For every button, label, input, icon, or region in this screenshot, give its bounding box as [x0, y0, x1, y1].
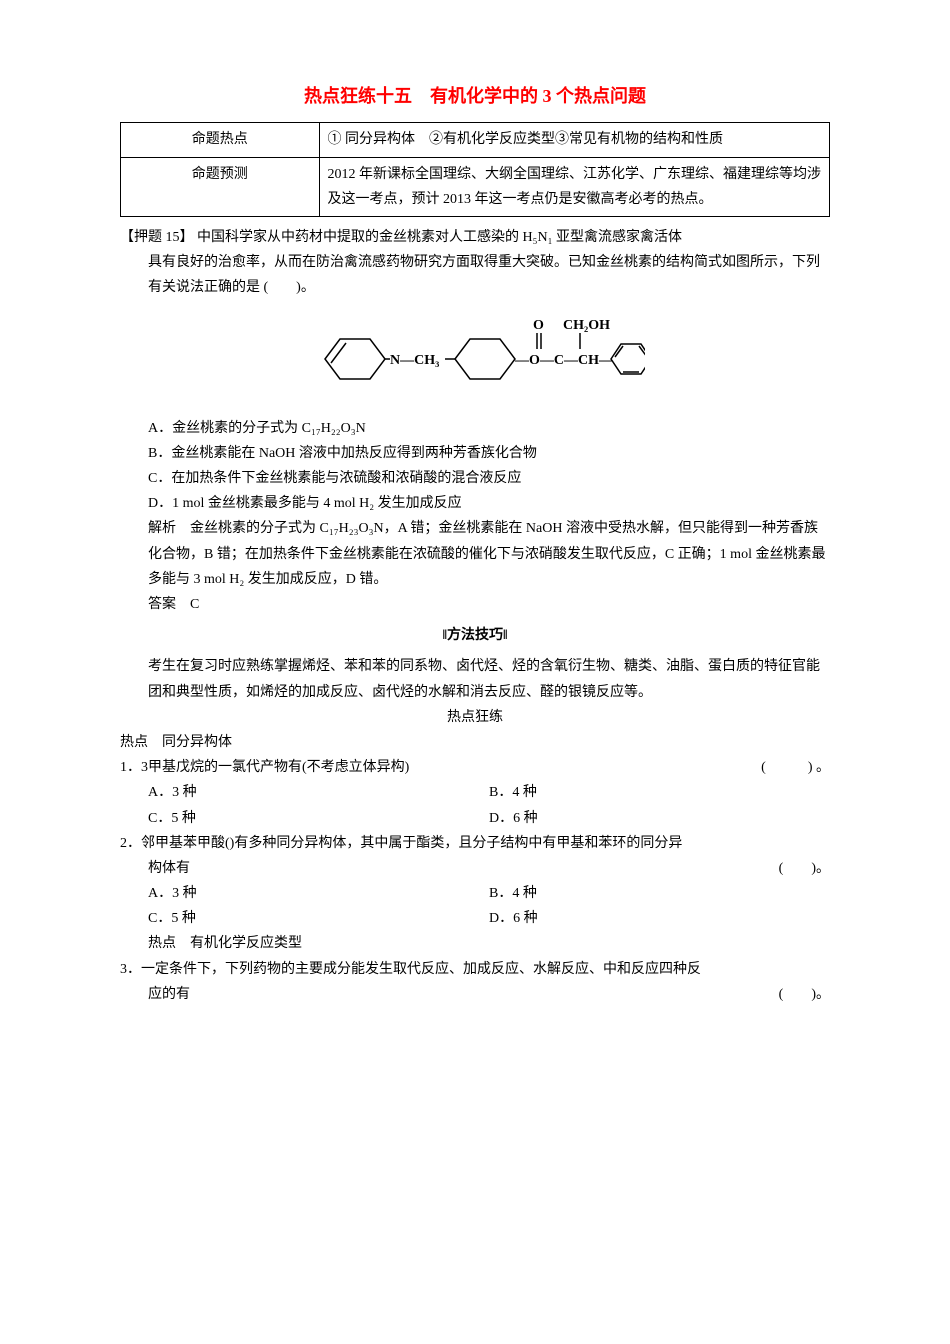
q3-stem: 3．一定条件下，下列药物的主要成分能发生取代反应、加成反应、水解反应、中和反应四…	[120, 957, 830, 982]
info-table: 命题热点 ① 同分异构体 ②有机化学反应类型③常见有机物的结构和性质 命题预测 …	[120, 122, 830, 217]
q1-opt-a: A．3 种	[148, 780, 489, 805]
q2-stem: 2．邻甲基苯甲酸()有多种同分异构体，其中属于酯类，且分子结构中有甲基和苯环的同…	[120, 831, 830, 856]
q2-opt-c: C．5 种	[148, 906, 489, 931]
structural-formula: N—CH₃ O CH₂OH —O—C—CH—	[120, 309, 830, 408]
q1-opt-d: D．6 种	[489, 806, 830, 831]
svg-text:—O—C—CH—: —O—C—CH—	[514, 353, 614, 368]
q3-paren: ( )。	[779, 982, 830, 1007]
q1-opt-c: C．5 种	[148, 806, 489, 831]
table-row: 命题热点 ① 同分异构体 ②有机化学反应类型③常见有机物的结构和性质	[121, 123, 830, 157]
q3-stem2: 应的有	[148, 987, 190, 1002]
q1-paren: ( ) 。	[761, 755, 830, 780]
q15-answer: 答案 C	[148, 592, 830, 617]
q15-opt-b: B．金丝桃素能在 NaOH 溶液中加热反应得到两种芳香族化合物	[148, 441, 830, 466]
q2-paren: ( )。	[779, 856, 830, 881]
q15-opt-c: C．在加热条件下金丝桃素能与浓硫酸和浓硝酸的混合液反应	[148, 466, 830, 491]
q15-stem-line1: 【押题 15】 中国科学家从中药材中提取的金丝桃素对人工感染的 H₅N₁ 亚型禽…	[120, 225, 830, 250]
row-label: 命题热点	[121, 123, 320, 157]
svg-text:O: O	[533, 318, 544, 333]
q15-explanation: 解析 金丝桃素的分子式为 C₁₇H₂₃O₃N，A 错；金丝桃素能在 NaOH 溶…	[148, 516, 830, 592]
practice-title: 热点狂练	[120, 705, 830, 730]
q2-opt-d: D．6 种	[489, 906, 830, 931]
hotspot-1: 热点 同分异构体	[120, 730, 830, 755]
row-label: 命题预测	[121, 157, 320, 216]
row-text: 2012 年新课标全国理综、大纲全国理综、江苏化学、广东理综、福建理综等均涉及这…	[319, 157, 829, 216]
page-title: 热点狂练十五 有机化学中的 3 个热点问题	[120, 80, 830, 112]
hotspot-2: 热点 有机化学反应类型	[120, 931, 830, 956]
q1-stem: 1．3甲基戊烷的一氯代产物有(不考虑立体异构)	[120, 760, 409, 775]
table-row: 命题预测 2012 年新课标全国理综、大纲全国理综、江苏化学、广东理综、福建理综…	[121, 157, 830, 216]
svg-text:CH₂OH: CH₂OH	[563, 318, 610, 333]
q2-stem2: 构体有	[148, 861, 190, 876]
q1-opt-b: B．4 种	[489, 780, 830, 805]
svg-text:N—CH₃: N—CH₃	[390, 353, 439, 368]
method-tag: ‖方法技巧‖	[120, 623, 830, 648]
row-text: ① 同分异构体 ②有机化学反应类型③常见有机物的结构和性质	[319, 123, 829, 157]
q15-opt-a: A．金丝桃素的分子式为 C₁₇H₂₂O₃N	[148, 416, 830, 441]
q2-opt-a: A．3 种	[148, 881, 489, 906]
q15-opt-d: D．1 mol 金丝桃素最多能与 4 mol H₂ 发生加成反应	[148, 491, 830, 516]
method-text: 考生在复习时应熟练掌握烯烃、苯和苯的同系物、卤代烃、烃的含氧衍生物、糖类、油脂、…	[120, 654, 830, 704]
q2-opt-b: B．4 种	[489, 881, 830, 906]
q15-stem-line2: 具有良好的治愈率，从而在防治禽流感药物研究方面取得重大突破。已知金丝桃素的结构简…	[120, 250, 830, 300]
